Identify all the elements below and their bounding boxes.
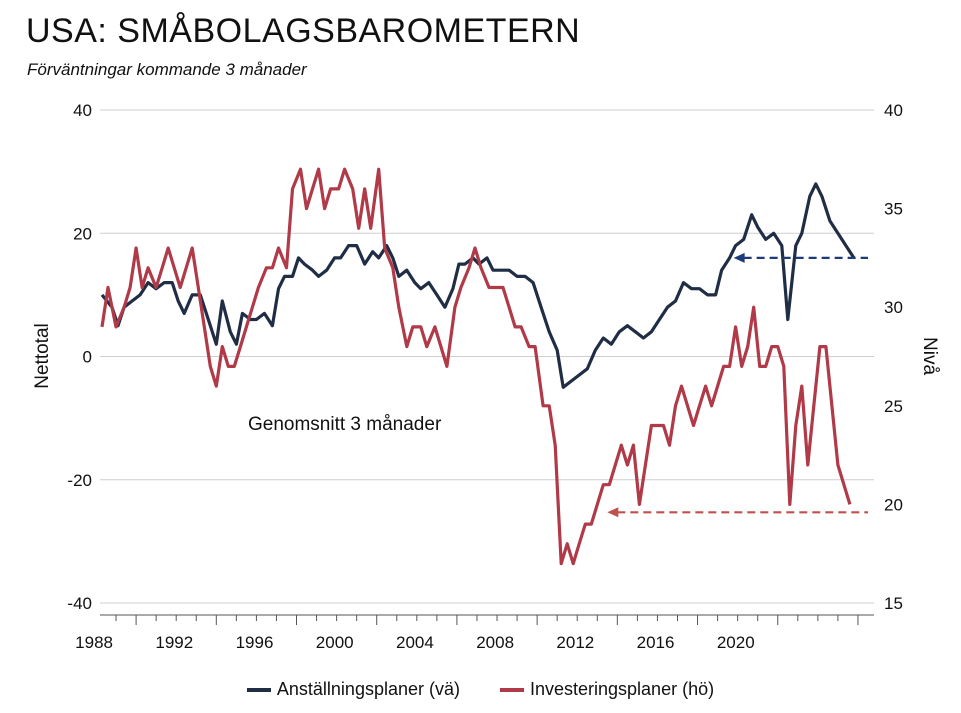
series-line-employment xyxy=(100,182,856,389)
x-tick-label: 2020 xyxy=(717,633,755,652)
series-line-investment xyxy=(100,167,852,566)
left-tick-label: 20 xyxy=(73,224,92,243)
right-tick-label: 30 xyxy=(884,298,903,317)
chart-title: USA: SMÅBOLAGSBAROMETERN xyxy=(26,12,581,50)
right-tick-label: 35 xyxy=(884,200,903,219)
legend-label-employment: Anställningsplaner (vä) xyxy=(276,679,460,699)
right-tick-label: 20 xyxy=(884,495,903,514)
legend-label-investment: Investeringsplaner (hö) xyxy=(529,679,715,699)
x-tick-label: 2004 xyxy=(396,633,434,652)
x-tick-label: 2000 xyxy=(316,633,354,652)
x-tick-label: 2016 xyxy=(637,633,675,652)
right-tick-label: 15 xyxy=(884,594,903,613)
reference-arrows xyxy=(607,252,868,518)
x-tick-label: 1996 xyxy=(236,633,274,652)
x-tick-label: 2012 xyxy=(556,633,594,652)
axes xyxy=(100,614,874,625)
left-tick-label: 40 xyxy=(73,101,92,120)
left-axis-title: Nettotal xyxy=(32,323,53,388)
left-tick-label: 0 xyxy=(83,348,92,367)
right-tick-label: 25 xyxy=(884,397,903,416)
right-tick-label: 40 xyxy=(884,101,903,120)
x-tick-label: 1992 xyxy=(155,633,193,652)
arrowhead-employment xyxy=(733,252,745,263)
tick-labels: 40 20 0 -20 -40 40 35 30 25 20 15 1988 1992 1996 2000 2… xyxy=(67,101,903,652)
x-tick-label: 2008 xyxy=(476,633,514,652)
right-axis-title: Nivå xyxy=(919,337,940,375)
annotation-text: Genomsnitt 3 månader xyxy=(248,414,442,435)
x-tick-label: 1988 xyxy=(75,633,113,652)
legend-item-employment: Anställningsplaner (vä) xyxy=(246,679,460,700)
left-tick-label: -20 xyxy=(67,471,92,490)
legend: Anställningsplaner (vä) Investeringsplan… xyxy=(0,679,961,700)
series-lines xyxy=(100,167,856,566)
chart-subtitle: Förväntningar kommande 3 månader xyxy=(27,60,307,79)
legend-swatch-employment xyxy=(246,687,271,692)
left-tick-label: -40 xyxy=(67,594,92,613)
arrowhead-investment xyxy=(607,507,619,518)
legend-item-investment: Investeringsplaner (hö) xyxy=(499,679,715,700)
legend-swatch-investment xyxy=(499,687,524,692)
